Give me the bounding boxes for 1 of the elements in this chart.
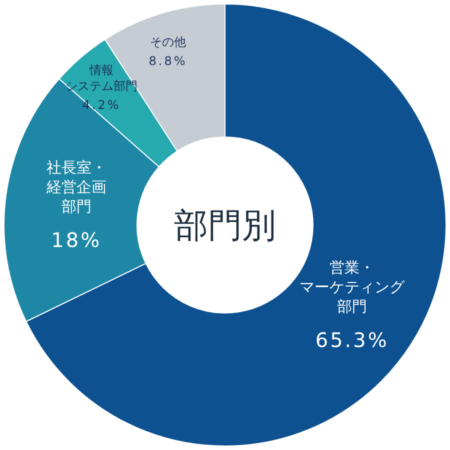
text: 部門別 [174,206,276,246]
